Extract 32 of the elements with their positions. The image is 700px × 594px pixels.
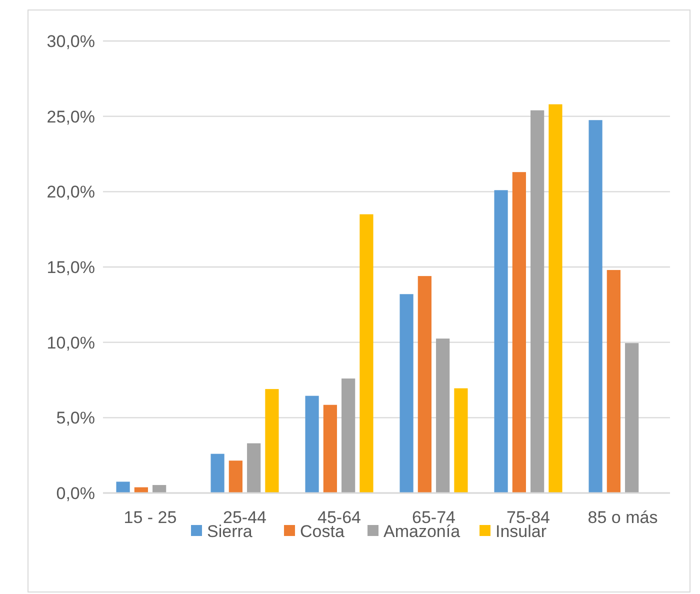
legend-label: Amazonía <box>384 522 461 541</box>
x-tick-label: 15 - 25 <box>124 508 177 527</box>
bar <box>116 482 130 493</box>
legend-label: Insular <box>496 522 547 541</box>
bar <box>152 485 166 493</box>
bar <box>454 388 468 493</box>
y-tick-label: 10,0% <box>46 333 95 352</box>
bar <box>210 454 224 493</box>
y-tick-label: 15,0% <box>46 258 95 277</box>
bar <box>323 404 337 493</box>
bar <box>228 460 242 493</box>
bar <box>494 190 508 493</box>
bar <box>247 443 261 493</box>
bar <box>548 104 562 493</box>
bar <box>436 338 450 493</box>
bar <box>588 120 602 493</box>
y-tick-label: 30,0% <box>46 32 95 51</box>
bar <box>512 172 526 493</box>
bar <box>265 389 279 493</box>
bar <box>305 396 319 493</box>
bar <box>530 110 544 493</box>
y-tick-label: 20,0% <box>46 182 95 202</box>
bar <box>418 276 432 493</box>
bar <box>360 214 374 493</box>
y-tick-label: 5,0% <box>56 408 95 428</box>
bar <box>400 294 414 493</box>
bar <box>625 343 639 493</box>
bar <box>342 378 356 493</box>
y-tick-label: 0,0% <box>56 484 95 503</box>
bar <box>606 270 620 493</box>
x-tick-label: 85 o más <box>588 508 658 527</box>
y-tick-label: 25,0% <box>46 107 95 126</box>
